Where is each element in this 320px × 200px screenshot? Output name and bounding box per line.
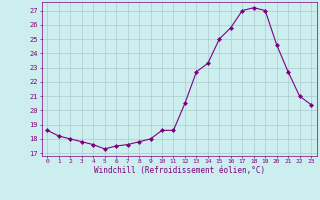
X-axis label: Windchill (Refroidissement éolien,°C): Windchill (Refroidissement éolien,°C) [94, 166, 265, 175]
